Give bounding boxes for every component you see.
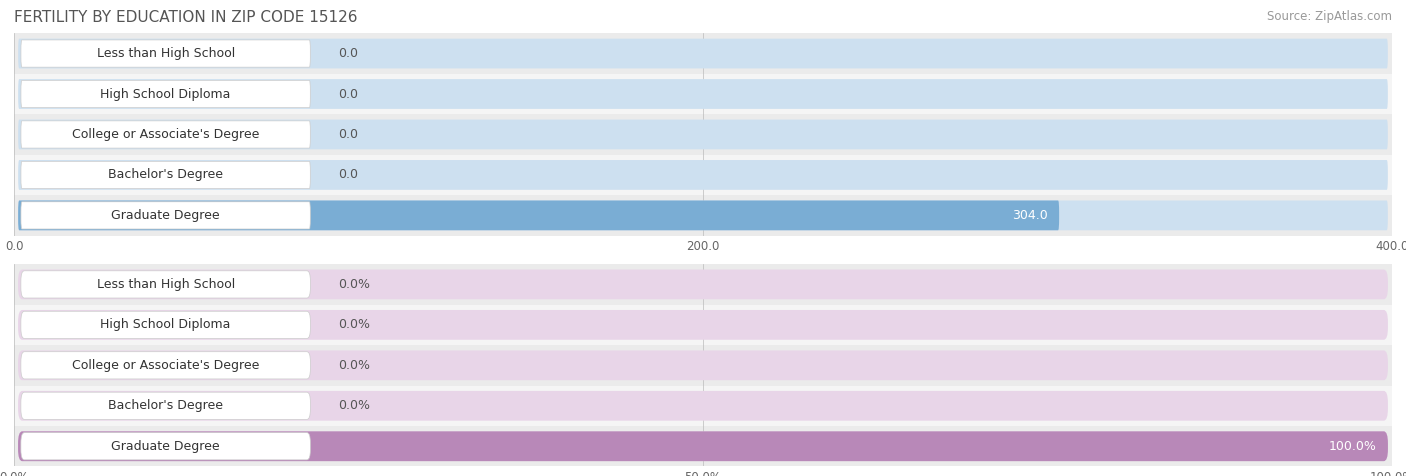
FancyBboxPatch shape <box>21 40 311 67</box>
FancyBboxPatch shape <box>21 352 311 379</box>
Bar <box>14 155 1392 195</box>
Bar <box>14 264 1392 305</box>
FancyBboxPatch shape <box>18 431 1388 461</box>
FancyBboxPatch shape <box>18 200 1059 230</box>
Text: High School Diploma: High School Diploma <box>100 88 231 100</box>
FancyBboxPatch shape <box>21 392 311 419</box>
FancyBboxPatch shape <box>21 433 311 460</box>
Text: 0.0%: 0.0% <box>337 399 370 412</box>
Bar <box>14 114 1392 155</box>
FancyBboxPatch shape <box>21 271 311 298</box>
Bar <box>14 426 1392 466</box>
FancyBboxPatch shape <box>18 269 1388 299</box>
FancyBboxPatch shape <box>18 431 1388 461</box>
FancyBboxPatch shape <box>18 200 1388 230</box>
FancyBboxPatch shape <box>18 160 1388 190</box>
Text: Graduate Degree: Graduate Degree <box>111 209 219 222</box>
Text: 0.0: 0.0 <box>337 128 359 141</box>
Text: 100.0%: 100.0% <box>1329 440 1376 453</box>
Bar <box>14 195 1392 236</box>
Text: 0.0%: 0.0% <box>337 318 370 331</box>
Text: Less than High School: Less than High School <box>97 47 235 60</box>
FancyBboxPatch shape <box>18 39 1388 69</box>
FancyBboxPatch shape <box>18 391 1388 421</box>
Text: 0.0: 0.0 <box>337 169 359 181</box>
Text: High School Diploma: High School Diploma <box>100 318 231 331</box>
Text: 0.0: 0.0 <box>337 88 359 100</box>
Text: FERTILITY BY EDUCATION IN ZIP CODE 15126: FERTILITY BY EDUCATION IN ZIP CODE 15126 <box>14 10 357 25</box>
Text: College or Associate's Degree: College or Associate's Degree <box>72 359 259 372</box>
FancyBboxPatch shape <box>21 202 311 229</box>
FancyBboxPatch shape <box>21 311 311 338</box>
Text: Source: ZipAtlas.com: Source: ZipAtlas.com <box>1267 10 1392 22</box>
Text: College or Associate's Degree: College or Associate's Degree <box>72 128 259 141</box>
FancyBboxPatch shape <box>21 80 311 108</box>
Bar <box>14 386 1392 426</box>
FancyBboxPatch shape <box>18 119 1388 149</box>
Text: Bachelor's Degree: Bachelor's Degree <box>108 399 224 412</box>
FancyBboxPatch shape <box>18 79 1388 109</box>
FancyBboxPatch shape <box>18 350 1388 380</box>
FancyBboxPatch shape <box>18 310 1388 340</box>
Text: 0.0%: 0.0% <box>337 278 370 291</box>
Bar <box>14 305 1392 345</box>
Bar <box>14 33 1392 74</box>
Text: Graduate Degree: Graduate Degree <box>111 440 219 453</box>
Text: Less than High School: Less than High School <box>97 278 235 291</box>
Text: 0.0%: 0.0% <box>337 359 370 372</box>
FancyBboxPatch shape <box>21 121 311 148</box>
Text: Bachelor's Degree: Bachelor's Degree <box>108 169 224 181</box>
Bar <box>14 74 1392 114</box>
Text: 0.0: 0.0 <box>337 47 359 60</box>
FancyBboxPatch shape <box>21 161 311 188</box>
Text: 304.0: 304.0 <box>1012 209 1047 222</box>
Bar <box>14 345 1392 386</box>
